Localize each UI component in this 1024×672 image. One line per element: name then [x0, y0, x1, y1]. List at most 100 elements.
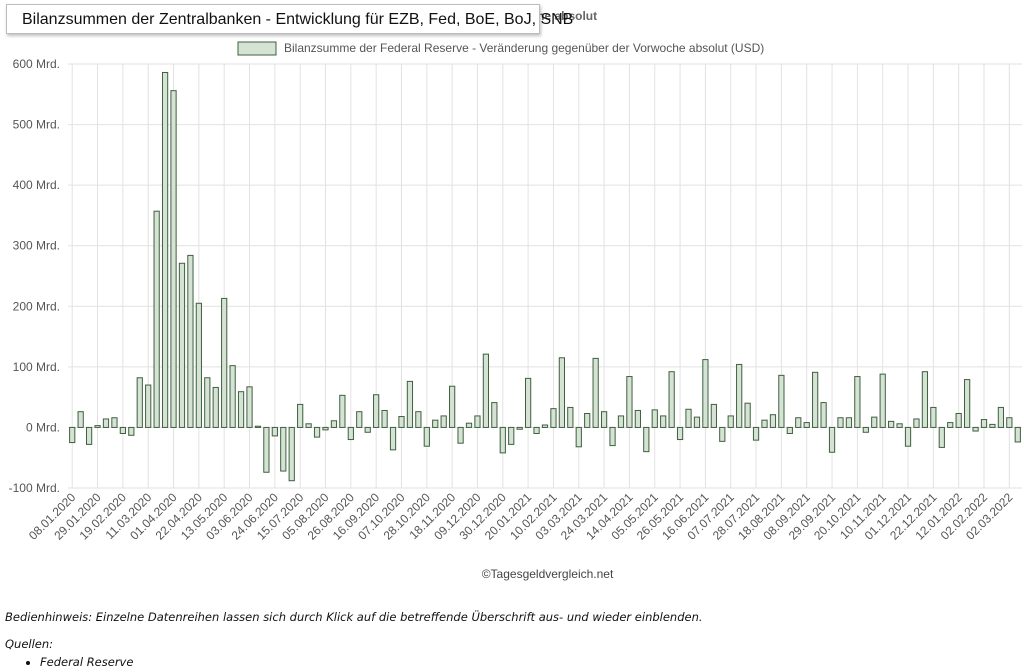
bar[interactable]	[229, 365, 236, 428]
bar[interactable]	[212, 386, 219, 428]
bar[interactable]	[693, 416, 701, 428]
legend-swatch[interactable]	[237, 41, 277, 56]
bar[interactable]	[356, 411, 363, 428]
bar[interactable]	[803, 422, 810, 428]
bar[interactable]	[77, 411, 84, 428]
bar[interactable]	[119, 426, 126, 434]
bar[interactable]	[575, 426, 582, 448]
bar[interactable]	[102, 418, 110, 428]
bar[interactable]	[161, 71, 169, 428]
bar[interactable]	[204, 377, 211, 428]
bar[interactable]	[330, 420, 338, 428]
bar[interactable]	[643, 426, 650, 453]
bar[interactable]	[398, 416, 405, 428]
bar[interactable]	[491, 402, 498, 428]
bar[interactable]	[153, 210, 160, 428]
bar[interactable]	[913, 418, 920, 428]
bar[interactable]	[432, 419, 439, 428]
bar[interactable]	[170, 90, 177, 428]
bar[interactable]	[516, 426, 523, 430]
bar[interactable]	[474, 415, 481, 428]
bar[interactable]	[862, 426, 869, 433]
bar[interactable]	[955, 413, 962, 428]
bar[interactable]	[778, 374, 785, 428]
bar[interactable]	[871, 416, 878, 428]
legend-label[interactable]: Bilanzsumme der Federal Reserve - Veränd…	[284, 41, 764, 55]
bar[interactable]	[879, 373, 886, 428]
bar[interactable]	[111, 417, 118, 428]
bar[interactable]	[297, 403, 304, 428]
bar[interactable]	[812, 371, 819, 428]
bar[interactable]	[744, 402, 751, 428]
bar[interactable]	[221, 297, 228, 428]
bar[interactable]	[69, 426, 76, 444]
bar[interactable]	[339, 394, 346, 428]
bar[interactable]	[736, 363, 743, 428]
bar[interactable]	[997, 406, 1005, 428]
bar[interactable]	[828, 426, 836, 453]
bar[interactable]	[558, 357, 566, 428]
bar[interactable]	[271, 426, 278, 437]
bar[interactable]	[508, 426, 515, 445]
bar[interactable]	[195, 302, 202, 428]
bar[interactable]	[457, 426, 464, 444]
bar[interactable]	[567, 406, 574, 428]
bar[interactable]	[710, 403, 717, 428]
bar[interactable]	[533, 426, 540, 434]
bar[interactable]	[237, 391, 245, 428]
bar[interactable]	[550, 408, 557, 428]
bar[interactable]	[145, 384, 152, 428]
bar[interactable]	[1014, 426, 1021, 443]
bar[interactable]	[600, 411, 608, 428]
bar[interactable]	[676, 426, 684, 441]
bar[interactable]	[685, 408, 692, 428]
bar[interactable]	[719, 426, 726, 442]
bar[interactable]	[465, 422, 473, 428]
bar[interactable]	[525, 377, 532, 428]
bar[interactable]	[964, 379, 971, 428]
bar[interactable]	[347, 426, 354, 441]
bar[interactable]	[423, 426, 430, 447]
bar[interactable]	[896, 423, 903, 428]
bar[interactable]	[288, 426, 295, 482]
bar[interactable]	[786, 426, 793, 434]
bar[interactable]	[947, 422, 954, 428]
bar[interactable]	[845, 417, 853, 428]
bar[interactable]	[921, 371, 929, 428]
bar[interactable]	[938, 426, 945, 448]
bar[interactable]	[94, 425, 101, 428]
bar[interactable]	[440, 415, 447, 428]
bar[interactable]	[989, 423, 996, 428]
bar[interactable]	[795, 417, 802, 428]
bar[interactable]	[263, 426, 270, 473]
bar[interactable]	[769, 414, 777, 428]
bar[interactable]	[499, 426, 506, 454]
bar[interactable]	[904, 426, 912, 447]
bar[interactable]	[373, 394, 380, 428]
bar[interactable]	[482, 353, 490, 428]
bar[interactable]	[389, 426, 397, 451]
bar[interactable]	[280, 426, 287, 472]
bar[interactable]	[837, 417, 844, 428]
bar[interactable]	[449, 385, 456, 428]
bar[interactable]	[584, 413, 591, 428]
bar[interactable]	[85, 426, 93, 445]
bar[interactable]	[541, 424, 549, 428]
bar[interactable]	[660, 415, 667, 428]
bar[interactable]	[609, 426, 616, 447]
bar[interactable]	[381, 409, 388, 428]
bar[interactable]	[136, 377, 143, 428]
bar[interactable]	[322, 426, 329, 431]
bar[interactable]	[702, 359, 709, 428]
bar[interactable]	[406, 380, 414, 428]
legend-item[interactable]: Bilanzsumme der Federal Reserve - Veränd…	[237, 41, 764, 56]
bar[interactable]	[254, 425, 262, 428]
bar[interactable]	[128, 426, 135, 436]
bar[interactable]	[980, 419, 988, 428]
bar[interactable]	[668, 371, 675, 428]
bar[interactable]	[634, 409, 641, 428]
bar[interactable]	[178, 262, 186, 428]
bar[interactable]	[187, 254, 194, 428]
bar[interactable]	[761, 419, 768, 428]
bar[interactable]	[888, 420, 895, 428]
